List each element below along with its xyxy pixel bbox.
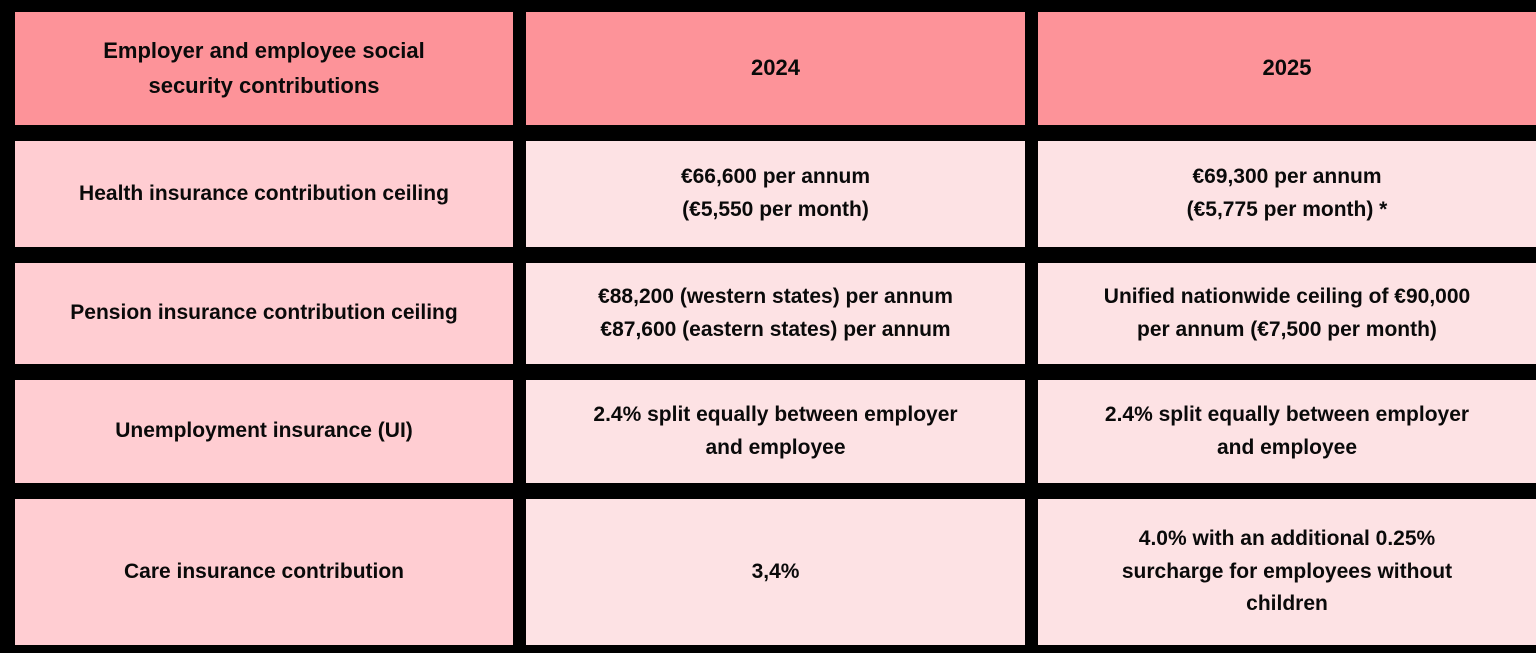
row-label-care-insurance: Care insurance contribution — [15, 499, 513, 645]
row-label-health-insurance: Health insurance contribution ceiling — [15, 141, 513, 247]
cell-health-2024: €66,600 per annum (€5,550 per month) — [526, 141, 1025, 247]
header-2025-cell: 2025 — [1038, 12, 1536, 125]
cell-unemployment-2024: 2.4% split equally between employer and … — [526, 380, 1025, 483]
row-label-pension-insurance: Pension insurance contribution ceiling — [15, 263, 513, 364]
cell-unemployment-2025: 2.4% split equally between employer and … — [1038, 380, 1536, 483]
cell-health-2025: €69,300 per annum (€5,775 per month) * — [1038, 141, 1536, 247]
cell-care-2025: 4.0% with an additional 0.25% surcharge … — [1038, 499, 1536, 645]
cell-pension-2025: Unified nationwide ceiling of €90,000 pe… — [1038, 263, 1536, 364]
header-2024-cell: 2024 — [526, 12, 1025, 125]
contributions-table: Employer and employee social security co… — [15, 12, 1536, 645]
header-title-cell: Employer and employee social security co… — [15, 12, 513, 125]
cell-care-2024: 3,4% — [526, 499, 1025, 645]
row-label-unemployment-insurance: Unemployment insurance (UI) — [15, 380, 513, 483]
cell-pension-2024: €88,200 (western states) per annum €87,6… — [526, 263, 1025, 364]
